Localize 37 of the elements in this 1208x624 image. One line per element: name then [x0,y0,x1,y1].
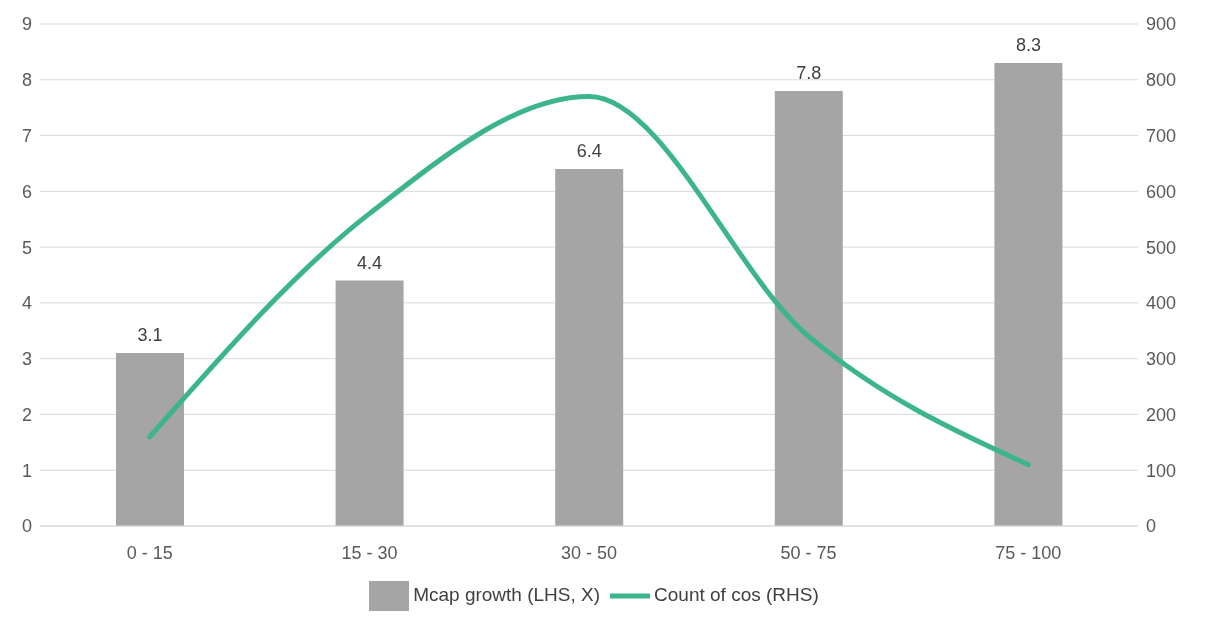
y2-tick-label: 100 [1146,460,1177,481]
y-tick-label: 9 [21,14,32,35]
data-label: 7.8 [796,62,822,83]
y-tick-label: 4 [21,293,32,314]
y-tick-label: 5 [21,237,32,258]
y2-tick-label: 800 [1146,70,1177,91]
y2-tick-label: 200 [1146,404,1177,425]
y-tick-label: 3 [21,349,32,370]
bar [555,169,624,526]
bar [994,63,1063,526]
y2-tick-label: 400 [1146,293,1177,314]
x-tick-label: 30 - 50 [560,542,618,563]
y-tick-label: 2 [21,404,32,425]
bar [774,90,843,526]
bar [335,280,404,526]
legend-label: Mcap growth (LHS, X) [413,584,601,606]
y2-tick-label: 0 [1146,516,1157,537]
y2-tick-label: 700 [1146,125,1177,146]
y2-tick-label: 500 [1146,237,1177,258]
y-tick-label: 8 [21,70,32,91]
y-tick-label: 1 [21,460,32,481]
y-tick-label: 0 [21,516,32,537]
legend-label: Count of cos (RHS) [654,584,819,606]
data-label: 3.1 [137,325,163,346]
data-label: 4.4 [357,252,383,273]
data-label: 8.3 [1015,35,1041,56]
data-label: 6.4 [576,141,602,162]
x-tick-label: 50 - 75 [780,542,837,563]
y-tick-label: 6 [21,181,32,202]
x-tick-label: 15 - 30 [341,542,398,563]
y2-tick-label: 600 [1146,181,1177,202]
y2-tick-label: 900 [1146,14,1177,35]
y2-tick-label: 300 [1146,349,1177,370]
bar [116,353,184,526]
x-tick-label: 0 - 15 [126,542,173,563]
x-tick-label: 75 - 100 [995,542,1062,563]
y-tick-label: 7 [21,125,32,146]
